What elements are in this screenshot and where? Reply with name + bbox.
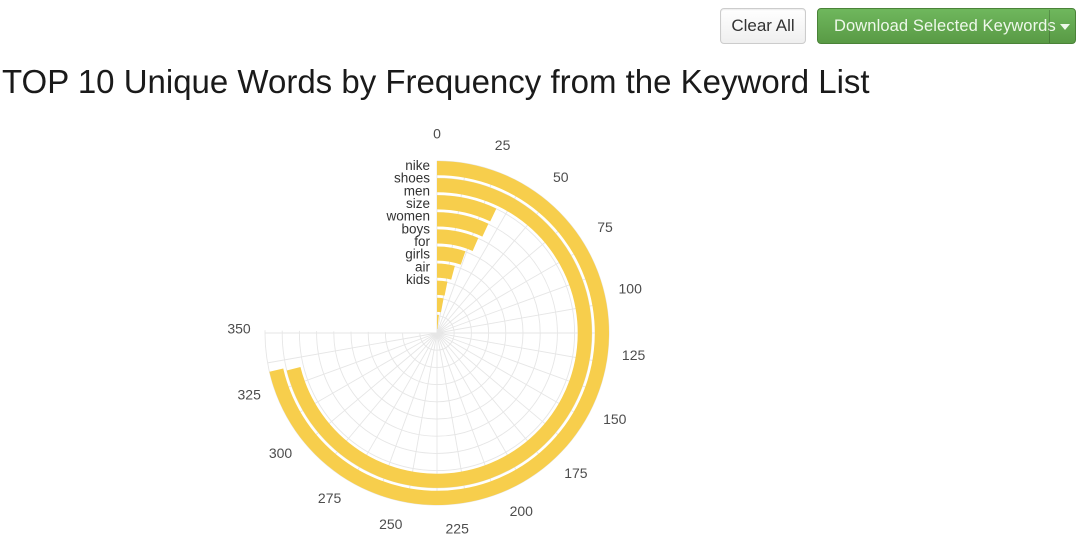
svg-text:50: 50 [553, 169, 569, 185]
svg-text:175: 175 [564, 465, 588, 481]
svg-text:0: 0 [433, 126, 441, 142]
svg-text:150: 150 [603, 411, 627, 427]
svg-text:350: 350 [227, 321, 251, 337]
svg-text:125: 125 [622, 347, 646, 363]
svg-text:275: 275 [318, 490, 342, 506]
svg-text:300: 300 [269, 445, 293, 461]
svg-text:25: 25 [495, 137, 511, 153]
svg-text:kids: kids [406, 272, 430, 287]
svg-text:225: 225 [446, 521, 470, 537]
svg-text:250: 250 [379, 516, 403, 532]
svg-text:200: 200 [510, 503, 534, 519]
svg-text:325: 325 [238, 386, 262, 402]
svg-text:75: 75 [597, 219, 613, 235]
svg-text:100: 100 [619, 281, 643, 297]
